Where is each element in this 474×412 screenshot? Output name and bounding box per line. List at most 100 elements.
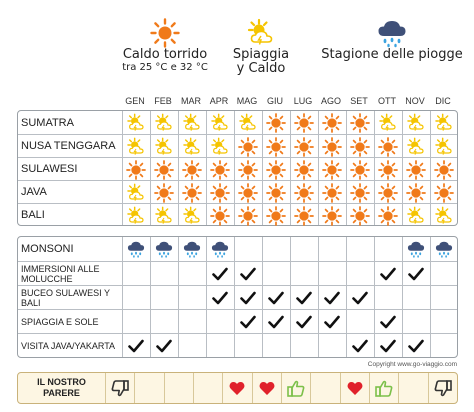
month-dic: DIC <box>435 96 451 106</box>
cell-apr <box>206 334 234 358</box>
cell-giu <box>262 111 290 134</box>
cell-set <box>346 334 374 358</box>
cell-ago <box>318 237 346 261</box>
verdict-cell-ago <box>310 373 339 403</box>
verdict-cell-mag <box>222 373 251 403</box>
thumbs-up-icon <box>287 380 305 397</box>
grid-line <box>290 111 291 225</box>
sun-icon <box>350 182 370 203</box>
cell-giu <box>262 286 290 310</box>
row-label: MONSONI <box>21 243 74 255</box>
sun-cloud-icon <box>406 113 426 133</box>
sun-icon <box>434 159 454 180</box>
cell-nov <box>402 262 430 286</box>
cell-mar <box>178 204 206 227</box>
cell-set <box>346 262 374 286</box>
cell-lug <box>290 111 318 134</box>
cell-dic <box>430 204 458 227</box>
sun-cloud-icon <box>406 206 426 226</box>
table-row: SULAWESI <box>18 157 457 180</box>
sun-icon <box>350 159 370 180</box>
cell-apr <box>206 158 234 181</box>
cell-lug <box>290 310 318 334</box>
rain-cloud-icon <box>210 240 230 258</box>
cell-lug <box>290 334 318 358</box>
verdict-cell-set <box>339 373 369 403</box>
check-icon <box>408 267 424 281</box>
cell-gen <box>122 334 150 358</box>
cell-ago <box>318 181 346 204</box>
grid-line <box>234 237 235 357</box>
grid-line <box>346 237 347 357</box>
cell-apr <box>206 111 234 134</box>
sun-cloud-icon <box>238 113 258 133</box>
check-icon <box>352 291 368 305</box>
sun-icon <box>266 159 286 180</box>
sun-cloud-icon <box>247 18 273 45</box>
cell-nov <box>402 334 430 358</box>
sun-icon <box>294 205 314 226</box>
verdict-cell-dic <box>427 373 457 403</box>
cell-lug <box>290 158 318 181</box>
table-row: MONSONI <box>18 237 457 261</box>
legend-rain-title: Stagione delle piogge <box>321 47 463 62</box>
row-label: SPIAGGIA E SOLE <box>21 316 99 327</box>
cell-lug <box>290 286 318 310</box>
sun-cloud-icon <box>154 206 174 226</box>
verdict-label: IL NOSTRO PARERE <box>37 377 86 398</box>
cell-giu <box>262 135 290 158</box>
check-icon <box>380 315 396 329</box>
cell-feb <box>150 334 178 358</box>
cell-set <box>346 158 374 181</box>
cell-dic <box>430 181 458 204</box>
sun-cloud-icon <box>406 137 426 157</box>
rain-cloud-icon <box>406 240 426 258</box>
sun-icon <box>294 159 314 180</box>
cell-mar <box>178 262 206 286</box>
sun-icon <box>350 205 370 226</box>
rain-cloud-icon <box>378 21 406 48</box>
sun-cloud-icon <box>182 137 202 157</box>
verdict-cell-feb <box>134 373 163 403</box>
row-label: BALI <box>21 209 45 221</box>
sun-cloud-icon <box>154 113 174 133</box>
check-icon <box>380 339 396 353</box>
sun-icon <box>350 112 370 133</box>
legend-rain: Stagione delle piogge <box>318 18 466 62</box>
grid-line <box>150 237 151 357</box>
table-row: SUMATRA <box>18 111 457 134</box>
verdict-cell-mar <box>163 373 193 403</box>
copyright: Copyright www.go-viaggio.com <box>367 361 457 368</box>
activities-table: MONSONI IMMERSIONI ALLE MOLUCCHE BUCEO SUL… <box>17 236 458 358</box>
cell-nov <box>402 158 430 181</box>
sun-cloud-icon <box>182 206 202 226</box>
sun-icon <box>294 182 314 203</box>
check-icon <box>324 315 340 329</box>
grid-line <box>206 237 207 357</box>
sun-icon <box>266 205 286 226</box>
sun-icon <box>266 182 286 203</box>
cell-mag <box>234 262 262 286</box>
cell-lug <box>290 237 318 261</box>
check-icon <box>296 291 312 305</box>
cell-set <box>346 286 374 310</box>
cell-dic <box>430 334 458 358</box>
cell-mag <box>234 286 262 310</box>
legend-beach-subtitle: y Caldo <box>236 61 286 76</box>
cell-ago <box>318 334 346 358</box>
grid-line <box>374 237 375 357</box>
climate-table: SUMATRA NUSA TENGGARA SULAWESI JAVA BALI <box>17 110 458 226</box>
sun-icon <box>126 159 146 180</box>
cell-set <box>346 111 374 134</box>
table-row: BALI <box>18 203 457 226</box>
table-row: VISITA JAVA/YAKARTA <box>18 333 457 357</box>
cell-set <box>346 181 374 204</box>
sun-icon <box>434 182 454 203</box>
sun-icon <box>154 182 174 203</box>
cell-set <box>346 135 374 158</box>
cell-dic <box>430 237 458 261</box>
row-label: SULAWESI <box>21 163 78 175</box>
cell-dic <box>430 111 458 134</box>
rain-cloud-icon <box>154 240 174 258</box>
row-label: BUCEO SULAWESI Y BALI <box>21 287 110 308</box>
